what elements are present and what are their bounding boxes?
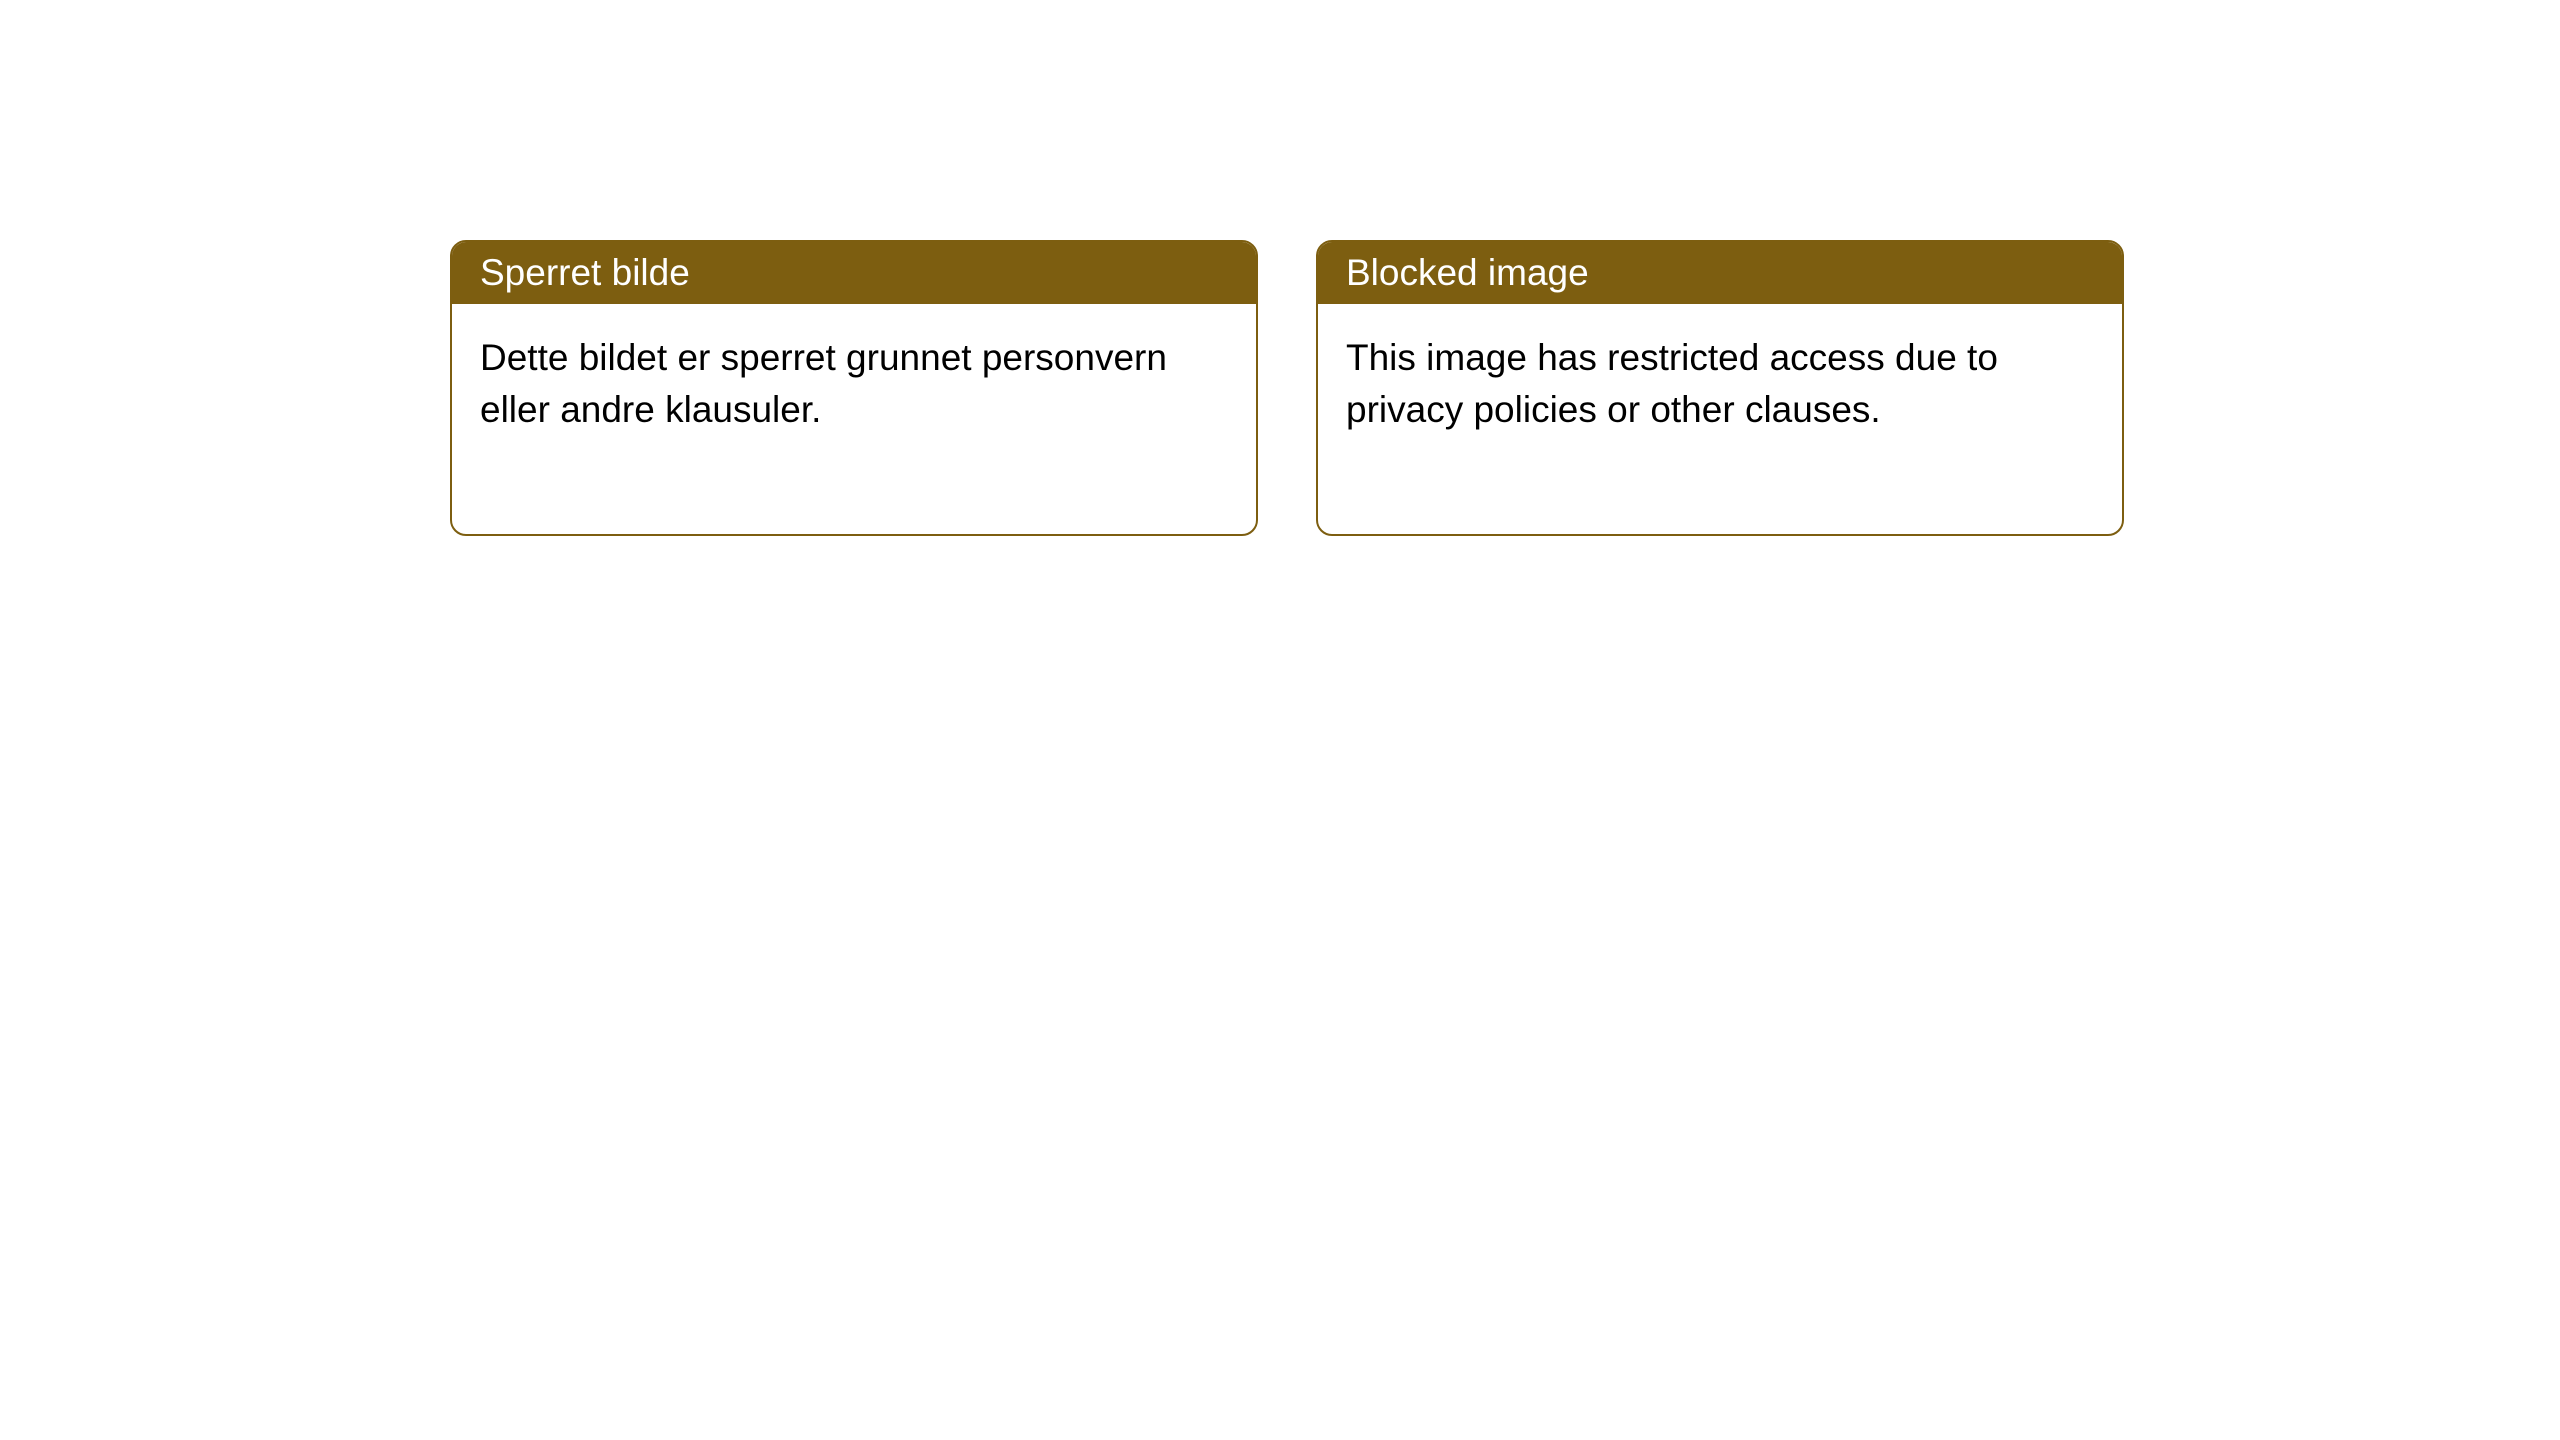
- notice-header-english: Blocked image: [1318, 242, 2122, 304]
- notice-body-english: This image has restricted access due to …: [1318, 304, 2122, 534]
- notice-header-norwegian: Sperret bilde: [452, 242, 1256, 304]
- notice-box-english: Blocked image This image has restricted …: [1316, 240, 2124, 536]
- notice-box-norwegian: Sperret bilde Dette bildet er sperret gr…: [450, 240, 1258, 536]
- notice-body-norwegian: Dette bildet er sperret grunnet personve…: [452, 304, 1256, 534]
- notice-container: Sperret bilde Dette bildet er sperret gr…: [0, 0, 2560, 536]
